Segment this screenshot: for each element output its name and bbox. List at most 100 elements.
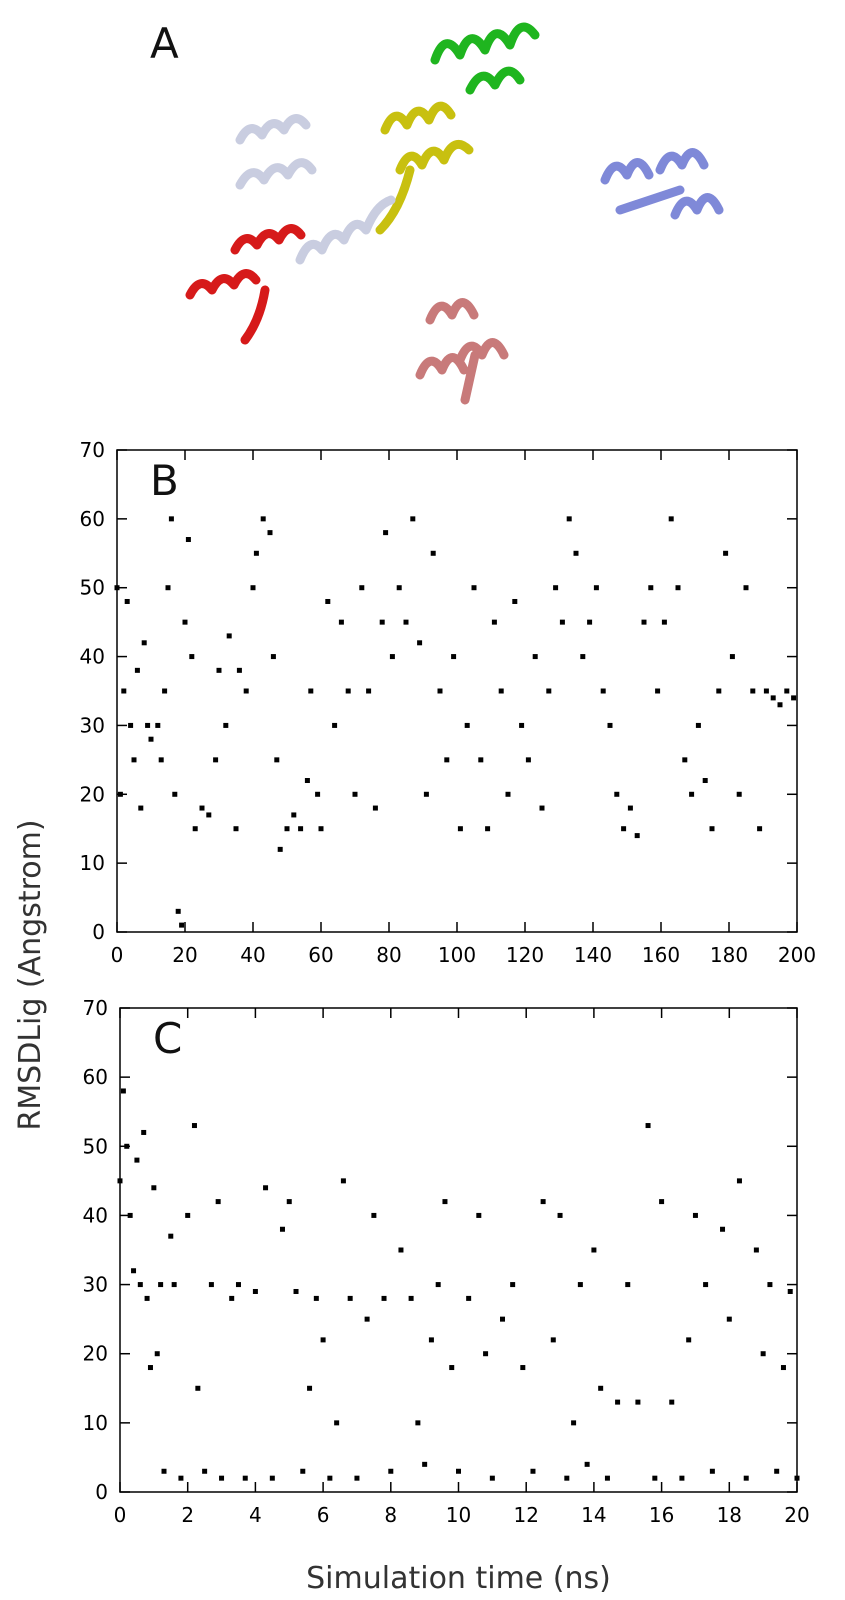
data-point: [571, 1420, 577, 1426]
data-point: [144, 1295, 150, 1301]
data-point: [645, 1123, 651, 1129]
data-point: [267, 530, 273, 536]
data-point: [604, 1475, 610, 1481]
protein-structure: [185, 22, 724, 405]
data-point: [131, 1268, 137, 1274]
x-tick-label: 12: [513, 1503, 538, 1527]
data-point: [625, 1282, 631, 1288]
data-point: [566, 516, 572, 522]
data-point: [716, 688, 722, 694]
data-point: [381, 1295, 387, 1301]
data-point: [191, 1123, 197, 1129]
y-tick-label: 40: [80, 645, 105, 669]
data-point: [216, 667, 222, 673]
data-point: [233, 826, 239, 832]
data-point: [131, 757, 137, 763]
data-point: [270, 654, 276, 660]
x-tick-label: 200: [778, 943, 816, 967]
data-point: [444, 757, 450, 763]
data-point: [182, 619, 188, 625]
data-point: [252, 1288, 258, 1294]
x-tick-label: 8: [384, 1503, 397, 1527]
data-point: [539, 805, 545, 811]
data-point: [422, 1461, 428, 1467]
x-tick-label: 60: [308, 943, 333, 967]
data-point: [415, 1420, 421, 1426]
data-point: [483, 1351, 489, 1357]
data-point: [332, 722, 338, 728]
y-axis-label: RMSDLig (Angstrom): [13, 819, 48, 1130]
data-point: [215, 1199, 221, 1205]
data-point: [577, 1282, 583, 1288]
data-point: [428, 1337, 434, 1343]
data-point: [162, 688, 168, 694]
data-point: [648, 585, 654, 591]
data-point: [308, 688, 314, 694]
y-tick-label: 10: [83, 1411, 108, 1435]
plot-frame: [119, 1007, 798, 1493]
data-point: [491, 619, 497, 625]
data-point: [300, 1468, 306, 1474]
data-point: [780, 1365, 786, 1371]
panel-label: C: [153, 1014, 182, 1063]
data-point: [383, 530, 389, 536]
data-point: [226, 633, 232, 639]
data-point: [489, 1475, 495, 1481]
y-tick-label: 50: [83, 1134, 108, 1158]
data-point: [417, 640, 423, 646]
data-point: [720, 1226, 726, 1232]
data-point: [253, 550, 259, 556]
data-point: [398, 1247, 404, 1253]
data-point: [709, 826, 715, 832]
data-point: [669, 1399, 675, 1405]
data-point: [291, 812, 297, 818]
y-tick-label: 20: [80, 782, 105, 806]
x-tick-label: 6: [317, 1503, 330, 1527]
data-point: [546, 688, 552, 694]
data-point: [471, 585, 477, 591]
y-tick-label: 60: [80, 507, 105, 531]
data-point: [550, 1337, 556, 1343]
data-point: [709, 1468, 715, 1474]
data-point: [313, 1295, 319, 1301]
x-tick-label: 0: [114, 1503, 127, 1527]
data-point: [729, 654, 735, 660]
data-point: [389, 654, 395, 660]
data-point: [307, 1385, 313, 1391]
data-point: [372, 805, 378, 811]
data-point: [121, 688, 127, 694]
data-point: [679, 1475, 685, 1481]
data-point: [338, 619, 344, 625]
data-point: [199, 805, 205, 811]
data-point: [269, 1475, 275, 1481]
x-tick-label: 180: [710, 943, 748, 967]
data-point: [293, 1288, 299, 1294]
data-point: [148, 736, 154, 742]
data-point: [235, 1282, 241, 1288]
data-point: [364, 1316, 370, 1322]
data-point: [464, 722, 470, 728]
data-point: [702, 778, 708, 784]
y-tick-label: 50: [80, 576, 105, 600]
data-point: [442, 1199, 448, 1205]
data-point: [750, 688, 756, 694]
x-tick-label: 40: [240, 943, 265, 967]
data-point: [327, 1475, 333, 1481]
data-point: [659, 1199, 665, 1205]
data-point: [274, 757, 280, 763]
data-point: [692, 1212, 698, 1218]
x-tick-label: 14: [581, 1503, 606, 1527]
data-point: [263, 1185, 269, 1191]
x-tick-label: 10: [446, 1503, 471, 1527]
data-point: [593, 585, 599, 591]
data-point: [165, 585, 171, 591]
y-tick-label: 30: [80, 713, 105, 737]
data-point: [435, 1282, 441, 1288]
data-point: [192, 826, 198, 832]
data-point: [652, 1475, 658, 1481]
data-point: [627, 805, 633, 811]
data-point: [686, 1337, 692, 1343]
data-point: [743, 1475, 749, 1481]
x-tick-label: 18: [717, 1503, 742, 1527]
data-point: [229, 1295, 235, 1301]
